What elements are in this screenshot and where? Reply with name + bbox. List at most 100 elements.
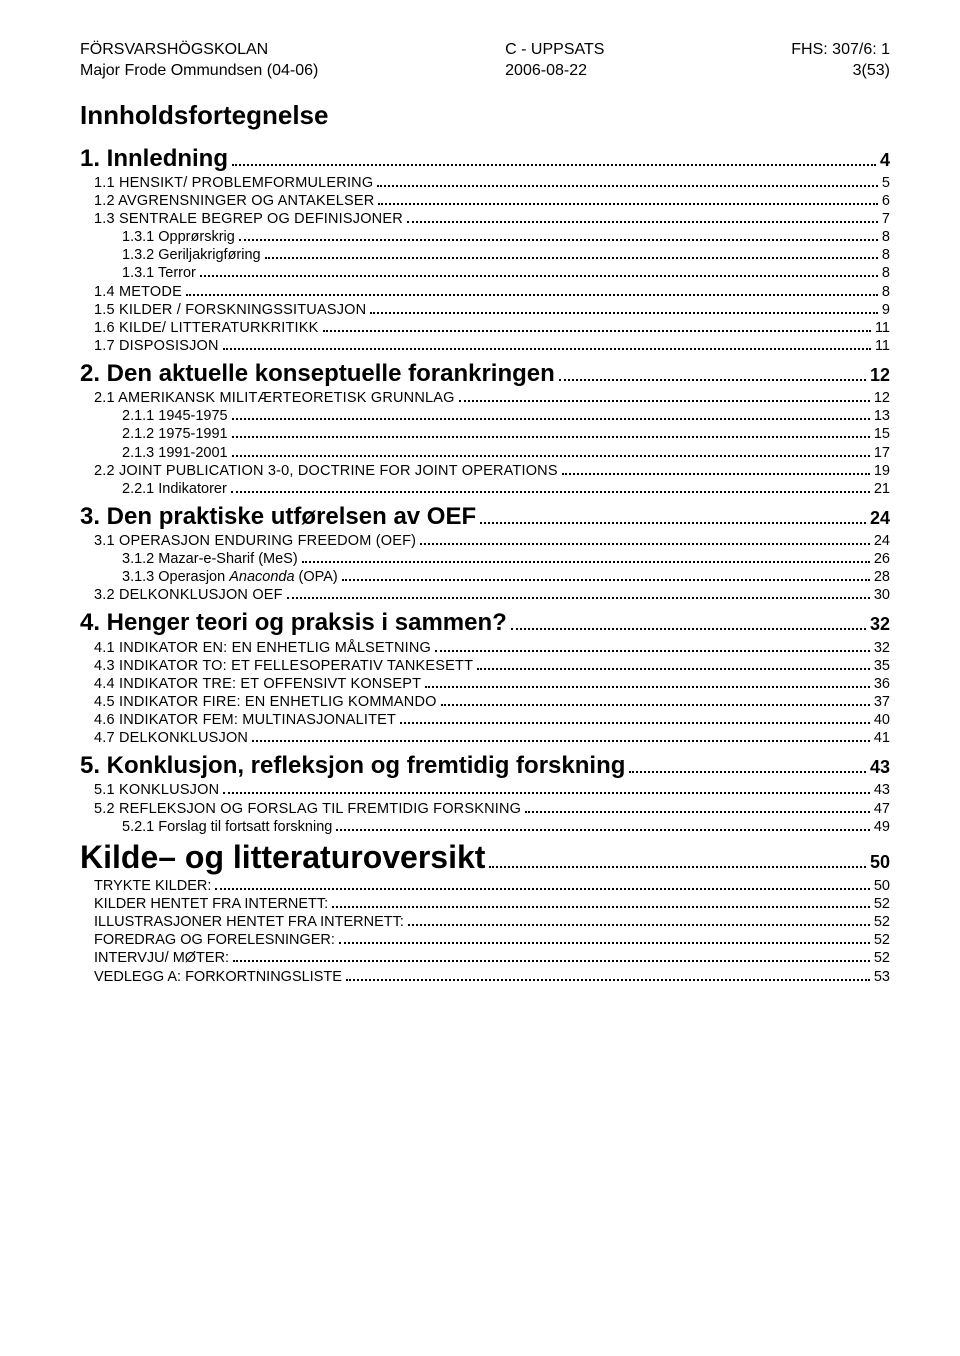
toc-entry-text: 3.1 OPERASJON ENDURING FREEDOM (OEF): [94, 533, 416, 549]
toc-entry-text: 4.5 INDIKATOR FIRE: EN ENHETLIG KOMMANDO: [94, 694, 437, 710]
toc-entry: 2. Den aktuelle konseptuelle forankringe…: [80, 360, 890, 388]
toc-entry-text: 5.2.1 Forslag til fortsatt forskning: [122, 819, 332, 835]
toc-entry-page: 8: [882, 247, 890, 263]
toc-entry-text: 1.5 KILDER / FORSKNINGSSITUASJON: [94, 302, 366, 318]
toc-entry: 4.6 INDIKATOR FEM: MULTINASJONALITET40: [80, 712, 890, 728]
toc-entry-text: 5.1 KONKLUSJON: [94, 782, 219, 798]
toc-leader-dots: [477, 658, 870, 670]
toc-entry: 1.1 HENSIKT/ PROBLEMFORMULERING 5: [80, 175, 890, 191]
toc-entry-page: 12: [874, 390, 890, 406]
toc-entry-text: ILLUSTRASJONER HENTET FRA INTERNETT:: [94, 914, 404, 930]
toc-entry-page: 47: [874, 801, 890, 817]
toc-entry: 4. Henger teori og praksis i sammen?32: [80, 609, 890, 637]
toc-entry-page: 19: [874, 463, 890, 479]
toc-entry: 1.5 KILDER / FORSKNINGSSITUASJON 9: [80, 302, 890, 318]
header-right: FHS: 307/6: 1 3(53): [791, 40, 890, 82]
toc-leader-dots: [480, 505, 866, 524]
toc-entry-page: 4: [880, 150, 890, 171]
toc-entry-text: 2.1.1 1945-1975: [122, 408, 228, 424]
toc-entry-page: 9: [882, 302, 890, 318]
toc-entry: 1.7 DISPOSISJON11: [80, 338, 890, 354]
toc-leader-dots: [223, 782, 870, 794]
toc-entry-page: 50: [870, 852, 890, 873]
toc-entry-page: 43: [870, 757, 890, 778]
toc-entry-text: 1.2 AVGRENSNINGER OG ANTAKELSER: [94, 193, 374, 209]
toc-entry-text: 5.2 REFLEKSJON OG FORSLAG TIL FREMTIDIG …: [94, 801, 521, 817]
toc-entry: 1.2 AVGRENSNINGER OG ANTAKELSER6: [80, 193, 890, 209]
toc-leader-dots: [231, 481, 870, 493]
header-doc-id: FHS: 307/6: 1: [791, 40, 890, 61]
toc-leader-dots: [377, 175, 878, 187]
toc-leader-dots: [332, 896, 870, 908]
toc-leader-dots: [336, 819, 870, 831]
toc-entry: 3.2 DELKONKLUSJON OEF30: [80, 587, 890, 603]
toc-entry-page: 5: [882, 175, 890, 191]
toc-entry: 4.7 DELKONKLUSJON41: [80, 730, 890, 746]
toc-entry-text: 3. Den praktiske utførelsen av OEF: [80, 503, 476, 531]
toc-leader-dots: [559, 362, 866, 381]
document-page: FÖRSVARSHÖGSKOLAN Major Frode Ommundsen …: [0, 0, 960, 1025]
toc-leader-dots: [407, 211, 878, 223]
toc-entry-page: 7: [882, 211, 890, 227]
toc-entry-page: 52: [874, 896, 890, 912]
toc-entry-page: 52: [874, 914, 890, 930]
toc-leader-dots: [265, 247, 878, 259]
toc-entry-page: 24: [870, 508, 890, 529]
toc-entry-text: VEDLEGG A: FORKORTNINGSLISTE: [94, 969, 342, 985]
toc-entry-text: KILDER HENTET FRA INTERNETT:: [94, 896, 328, 912]
toc-entry-page: 49: [874, 819, 890, 835]
toc-entry: 5.2.1 Forslag til fortsatt forskning 49: [80, 819, 890, 835]
toc-entry: FOREDRAG OG FORELESNINGER:52: [80, 932, 890, 948]
toc-leader-dots: [302, 551, 870, 563]
toc-leader-dots: [342, 569, 870, 581]
toc-entry-page: 24: [874, 533, 890, 549]
toc-entry-page: 53: [874, 969, 890, 985]
toc-entry-page: 36: [874, 676, 890, 692]
toc-entry-text: 2.2.1 Indikatorer: [122, 481, 227, 497]
toc-leader-dots: [420, 533, 870, 545]
toc-entry: 1.3.1 Terror 8: [80, 265, 890, 281]
toc-title: Innholdsfortegnelse: [80, 100, 890, 131]
toc-entry: 3. Den praktiske utførelsen av OEF 24: [80, 503, 890, 531]
toc-entry-text: 4.4 INDIKATOR TRE: ET OFFENSIVT KONSEPT: [94, 676, 421, 692]
toc-entry: Kilde– og litteraturoversikt50: [80, 839, 890, 876]
toc-entry: 4.1 INDIKATOR EN: EN ENHETLIG MÅLSETNING…: [80, 639, 890, 655]
toc-entry: 2.1 AMERIKANSK MILITÆRTEORETISK GRUNNLAG…: [80, 390, 890, 406]
toc-entry: 2.2.1 Indikatorer21: [80, 481, 890, 497]
toc-entry-text: 2.1.3 1991-2001: [122, 445, 228, 461]
toc-entry-text: 1.1 HENSIKT/ PROBLEMFORMULERING: [94, 175, 373, 191]
toc-entry: VEDLEGG A: FORKORTNINGSLISTE 53: [80, 968, 890, 984]
toc-entry: 2.1.3 1991-200117: [80, 444, 890, 460]
toc-leader-dots: [232, 426, 870, 438]
header-institution: FÖRSVARSHÖGSKOLAN: [80, 40, 318, 61]
toc-entry-page: 11: [875, 320, 890, 336]
toc-entry-page: 13: [874, 408, 890, 424]
toc-leader-dots: [239, 229, 878, 241]
toc-entry: 1.4 METODE8: [80, 283, 890, 299]
toc-leader-dots: [233, 950, 870, 962]
toc-entry: 2.1.1 1945-1975 13: [80, 408, 890, 424]
header-date: 2006-08-22: [505, 61, 604, 82]
toc-leader-dots: [459, 390, 870, 402]
toc-entry: INTERVJU/ MØTER:52: [80, 950, 890, 966]
toc-entry: 5. Konklusjon, refleksjon og fremtidig f…: [80, 752, 890, 780]
toc-leader-dots: [562, 463, 870, 475]
toc-leader-dots: [252, 730, 870, 742]
toc-entry-text: 4.3 INDIKATOR TO: ET FELLESOPERATIV TANK…: [94, 658, 473, 674]
toc-entry-text: 1.3 SENTRALE BEGREP OG DEFINISJONER: [94, 211, 403, 227]
toc-entry: 3.1.3 Operasjon Anaconda (OPA)28: [80, 569, 890, 585]
page-header: FÖRSVARSHÖGSKOLAN Major Frode Ommundsen …: [80, 40, 890, 82]
toc-entry: 4.5 INDIKATOR FIRE: EN ENHETLIG KOMMANDO…: [80, 694, 890, 710]
toc-leader-dots: [339, 932, 870, 944]
toc-entry-page: 8: [882, 265, 890, 281]
toc-leader-dots: [186, 283, 878, 295]
toc-leader-dots: [441, 694, 870, 706]
toc-leader-dots: [215, 878, 869, 890]
toc-entry-text: 5. Konklusjon, refleksjon og fremtidig f…: [80, 752, 625, 780]
toc-entry-page: 8: [882, 229, 890, 245]
toc-entry: 3.1.2 Mazar-e-Sharif (MeS)26: [80, 551, 890, 567]
toc-entry-text: TRYKTE KILDER:: [94, 878, 211, 894]
toc-entry-text: 1.3.1 Terror: [122, 265, 196, 281]
header-page-number: 3(53): [791, 61, 890, 82]
toc-entry-page: 8: [882, 284, 890, 300]
